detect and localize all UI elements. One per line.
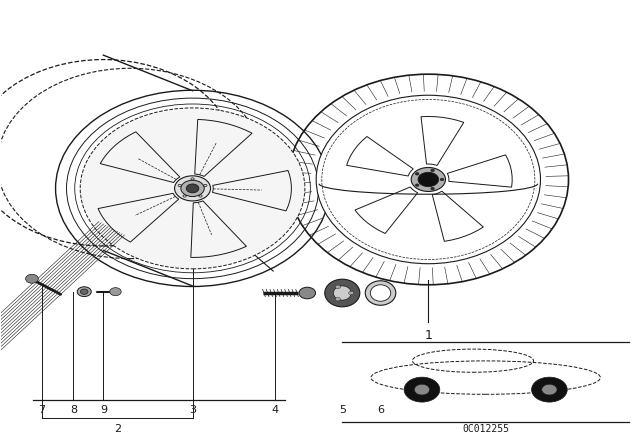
Circle shape bbox=[77, 287, 92, 297]
Text: 0C012255: 0C012255 bbox=[462, 424, 509, 435]
Circle shape bbox=[532, 377, 567, 402]
Circle shape bbox=[181, 180, 204, 197]
Text: 6: 6 bbox=[377, 405, 384, 415]
Text: 2: 2 bbox=[114, 424, 121, 435]
Circle shape bbox=[186, 184, 199, 193]
Circle shape bbox=[349, 291, 354, 295]
Circle shape bbox=[541, 384, 557, 395]
Circle shape bbox=[411, 168, 445, 191]
Circle shape bbox=[175, 176, 211, 201]
Circle shape bbox=[415, 172, 419, 175]
Circle shape bbox=[109, 288, 121, 296]
Circle shape bbox=[414, 384, 429, 395]
Text: 4: 4 bbox=[272, 405, 279, 415]
Circle shape bbox=[299, 287, 316, 299]
Ellipse shape bbox=[324, 279, 360, 307]
Ellipse shape bbox=[371, 285, 391, 301]
Circle shape bbox=[26, 274, 38, 283]
Circle shape bbox=[404, 377, 440, 402]
Ellipse shape bbox=[365, 281, 396, 305]
Circle shape bbox=[335, 285, 340, 289]
Circle shape bbox=[431, 169, 435, 172]
Text: 8: 8 bbox=[70, 405, 77, 415]
Ellipse shape bbox=[333, 286, 351, 300]
Circle shape bbox=[431, 187, 435, 190]
Circle shape bbox=[81, 289, 88, 294]
Text: 5: 5 bbox=[339, 405, 346, 415]
Text: 3: 3 bbox=[189, 405, 196, 415]
Circle shape bbox=[440, 178, 444, 181]
Circle shape bbox=[418, 172, 438, 187]
Text: 9: 9 bbox=[100, 405, 107, 415]
Text: 7: 7 bbox=[38, 405, 45, 415]
Circle shape bbox=[415, 184, 419, 186]
Circle shape bbox=[335, 297, 340, 301]
Ellipse shape bbox=[316, 95, 540, 264]
Text: 1: 1 bbox=[424, 329, 432, 342]
Ellipse shape bbox=[80, 108, 305, 269]
